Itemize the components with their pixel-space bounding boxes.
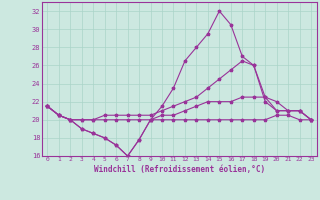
X-axis label: Windchill (Refroidissement éolien,°C): Windchill (Refroidissement éolien,°C) — [94, 165, 265, 174]
